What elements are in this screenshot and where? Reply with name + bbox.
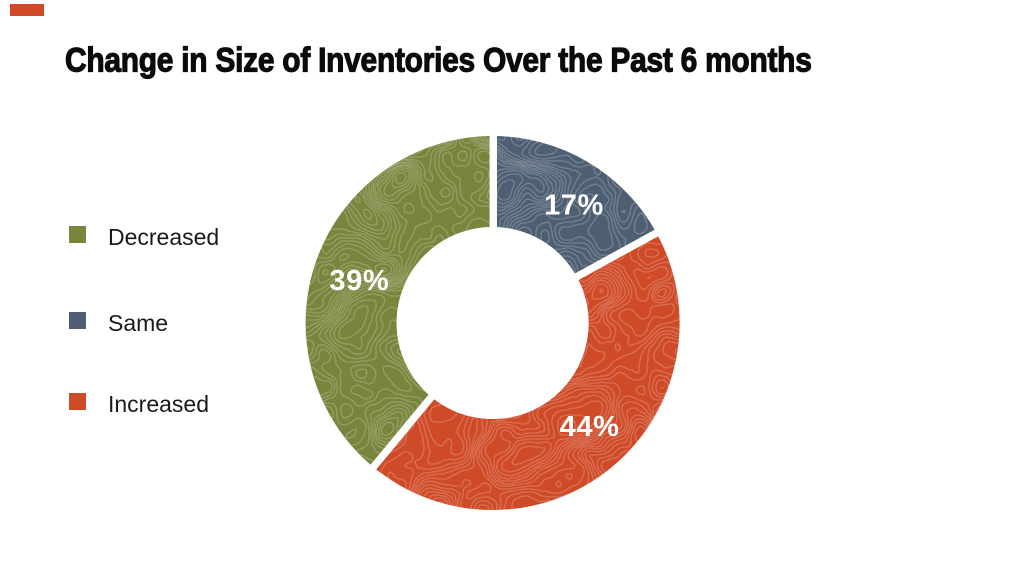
svg-text:44%: 44% [560, 411, 620, 443]
svg-text:17%: 17% [544, 189, 604, 221]
svg-text:39%: 39% [329, 265, 389, 297]
